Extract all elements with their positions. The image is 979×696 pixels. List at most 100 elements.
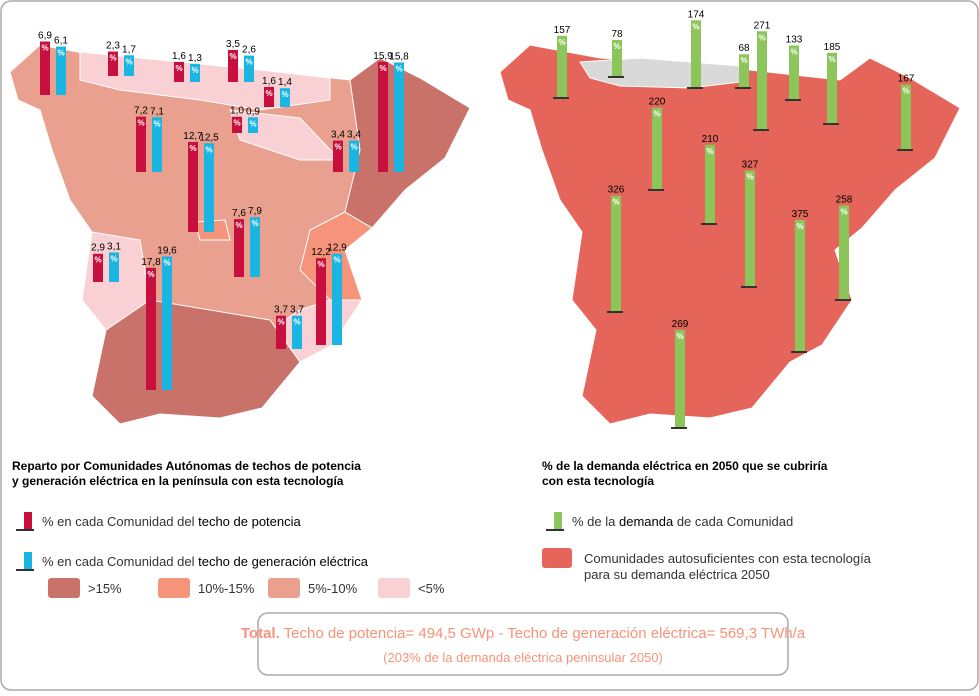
percent-sign: % xyxy=(251,219,258,228)
scale-label: >15% xyxy=(88,581,122,596)
scale-swatch xyxy=(378,578,410,598)
legend-self: Comunidades autosuficientes con esta tec… xyxy=(584,551,872,566)
bar xyxy=(789,45,799,100)
percent-sign: % xyxy=(746,172,753,181)
value-label: 185 xyxy=(824,42,841,53)
bar xyxy=(652,107,662,190)
value-label: 7,6 xyxy=(232,208,246,219)
bar xyxy=(611,195,621,312)
value-label: 174 xyxy=(688,9,705,20)
percent-sign: % xyxy=(235,221,242,230)
value-label: 133 xyxy=(786,34,803,45)
percent-sign: % xyxy=(334,143,341,152)
percent-sign: % xyxy=(41,44,48,53)
right-title: con esta tecnología xyxy=(542,474,654,488)
scale-label: 5%-10% xyxy=(308,581,358,596)
left-title: y generación eléctrica en la península c… xyxy=(12,474,344,488)
bar xyxy=(739,54,749,88)
bar xyxy=(333,140,343,172)
value-label: 3,4 xyxy=(347,130,361,141)
bar xyxy=(56,46,66,95)
value-label: 3,7 xyxy=(274,305,288,316)
percent-sign: % xyxy=(125,57,132,66)
percent-sign: % xyxy=(612,198,619,207)
percent-sign: % xyxy=(676,332,683,341)
percent-sign: % xyxy=(189,144,196,153)
bar xyxy=(40,41,50,95)
bar xyxy=(316,258,326,345)
bar xyxy=(136,116,146,172)
value-label: 167 xyxy=(898,74,915,85)
bar xyxy=(250,217,260,277)
bar xyxy=(691,20,701,88)
bar xyxy=(394,62,404,172)
percent-sign: % xyxy=(147,270,154,279)
value-label: 2,3 xyxy=(106,41,120,52)
value-label: 68 xyxy=(738,43,750,54)
value-label: 2,6 xyxy=(242,45,256,56)
bar xyxy=(901,84,911,150)
percent-sign: % xyxy=(692,22,699,31)
percent-sign: % xyxy=(395,64,402,73)
value-label: 15,8 xyxy=(389,51,409,62)
percent-sign: % xyxy=(277,318,284,327)
percent-sign: % xyxy=(740,56,747,65)
bar xyxy=(276,315,286,349)
scale-label: 10%-15% xyxy=(198,581,255,596)
legend-demand: % de la demanda de cada Comunidad xyxy=(572,514,793,529)
total-line: Total. Techo de potencia= 494,5 GWp - Te… xyxy=(241,625,806,642)
percent-sign: % xyxy=(379,64,386,73)
percent-sign: % xyxy=(840,207,847,216)
bar xyxy=(152,117,162,172)
bar xyxy=(244,55,254,82)
legend-swatch xyxy=(554,512,562,530)
bar xyxy=(162,256,172,390)
percent-sign: % xyxy=(229,52,236,61)
scale-swatch xyxy=(158,578,190,598)
value-label: 220 xyxy=(649,97,666,108)
value-label: 3,7 xyxy=(290,305,304,316)
value-label: 3,4 xyxy=(331,130,345,141)
legend-swatch xyxy=(24,552,32,570)
percent-sign: % xyxy=(613,42,620,51)
bar xyxy=(234,219,244,277)
bar xyxy=(146,267,156,390)
percent-sign: % xyxy=(653,110,660,119)
percent-sign: % xyxy=(558,38,565,47)
value-label: 210 xyxy=(702,134,719,145)
percent-sign: % xyxy=(758,33,765,42)
value-label: 6,9 xyxy=(38,31,52,42)
bar xyxy=(190,63,200,82)
percent-sign: % xyxy=(109,54,116,63)
percent-sign: % xyxy=(110,254,117,263)
percent-sign: % xyxy=(902,87,909,96)
bar xyxy=(93,253,103,282)
value-label: 271 xyxy=(754,20,771,31)
percent-sign: % xyxy=(233,119,240,128)
percent-sign: % xyxy=(293,318,300,327)
percent-sign: % xyxy=(706,147,713,156)
bar xyxy=(332,253,342,345)
value-label: 1,0 xyxy=(230,106,244,117)
scale-swatch xyxy=(48,578,80,598)
percent-sign: % xyxy=(94,256,101,265)
value-label: 12,2 xyxy=(311,247,331,258)
percent-sign: % xyxy=(249,119,256,128)
percent-sign: % xyxy=(175,64,182,73)
bar xyxy=(248,117,258,133)
bar xyxy=(109,252,119,282)
value-label: 0,9 xyxy=(246,106,260,117)
value-label: 19,6 xyxy=(157,246,177,257)
bar xyxy=(204,143,214,232)
percent-sign: % xyxy=(317,260,324,269)
left-title: Reparto por Comunidades Autónomas de tec… xyxy=(12,459,361,473)
percent-sign: % xyxy=(205,145,212,154)
legend-swatch xyxy=(542,548,572,568)
value-label: 157 xyxy=(554,25,571,36)
value-label: 258 xyxy=(836,194,853,205)
value-label: 1,6 xyxy=(262,76,276,87)
value-label: 3,5 xyxy=(226,39,240,50)
bar xyxy=(108,51,118,76)
percent-sign: % xyxy=(796,222,803,231)
